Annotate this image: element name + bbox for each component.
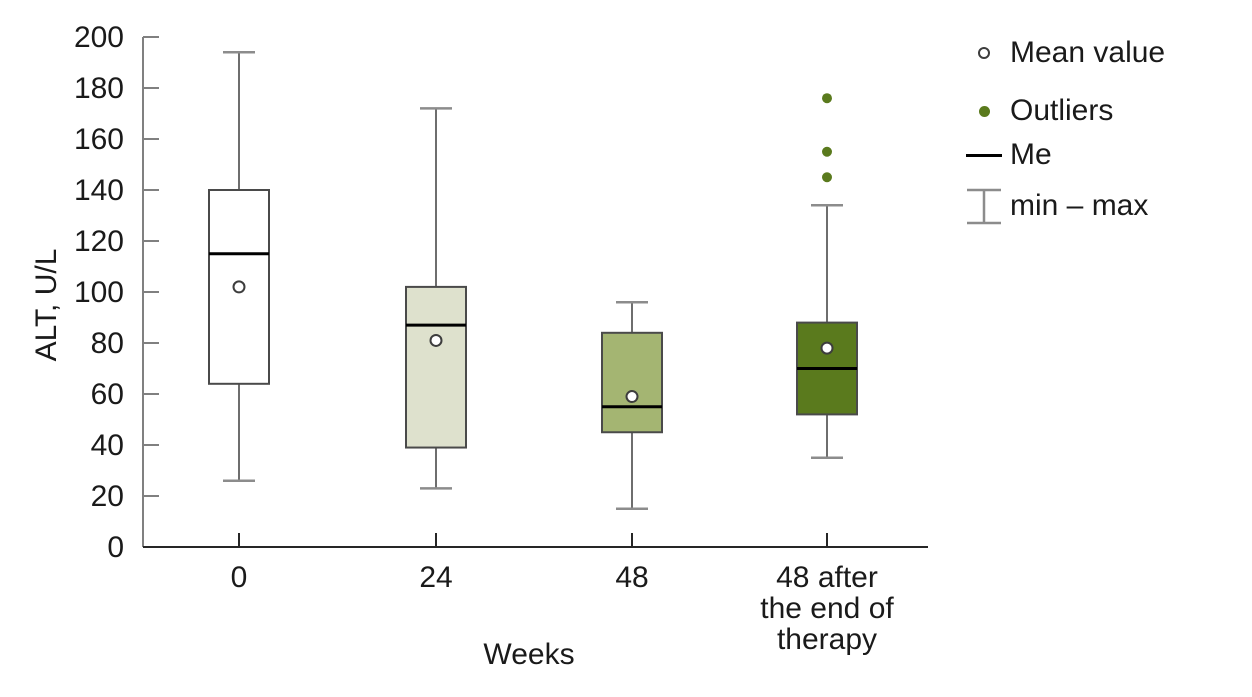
y-tick-label: 140 <box>74 174 124 207</box>
open-circle-icon <box>978 47 990 59</box>
mean-marker <box>429 333 443 347</box>
legend-label-outliers: Outliers <box>1010 94 1114 127</box>
y-tick-label: 20 <box>91 480 124 513</box>
box-week-24-1 <box>405 285 467 449</box>
box-week-48-2 <box>601 331 663 434</box>
y-tick-label: 40 <box>91 429 124 462</box>
y-tick-label: 160 <box>74 123 124 156</box>
x-category-label: 24 <box>419 561 452 594</box>
y-tick-label: 0 <box>107 531 124 564</box>
legend-item-minmax: min – max <box>958 188 1149 225</box>
legend-label-mean: Mean value <box>1010 36 1166 69</box>
outlier-point <box>822 146 832 157</box>
mean-marker <box>820 341 834 355</box>
y-tick-label: 200 <box>74 21 124 54</box>
y-tick-label: 180 <box>74 72 124 105</box>
median-line-icon <box>966 153 1002 157</box>
legend-item-median: Me <box>958 137 1052 173</box>
mean-marker <box>625 390 639 404</box>
x-axis-title: Weeks <box>483 638 575 671</box>
y-axis-title: ALT, U/L <box>30 248 63 362</box>
min-max-whisker-icon <box>967 188 1001 225</box>
x-category-label: 48 <box>615 561 648 594</box>
y-tick-label: 120 <box>74 225 124 258</box>
outlier-dot-icon <box>978 105 990 117</box>
outlier-point <box>822 93 832 104</box>
x-category-label: 48 after the end of therapy <box>760 561 894 656</box>
y-tick-label: 100 <box>74 276 124 309</box>
legend-item-mean: Mean value <box>958 35 1165 71</box>
x-category-label: 0 <box>231 561 248 594</box>
mean-marker <box>232 280 246 294</box>
legend-label-minmax: min – max <box>1010 189 1149 222</box>
y-tick-label: 80 <box>91 327 124 360</box>
legend-label-median: Me <box>1010 138 1052 171</box>
legend-item-outliers: Outliers <box>958 93 1113 129</box>
outlier-point <box>822 172 832 183</box>
y-tick-label: 60 <box>91 378 124 411</box>
